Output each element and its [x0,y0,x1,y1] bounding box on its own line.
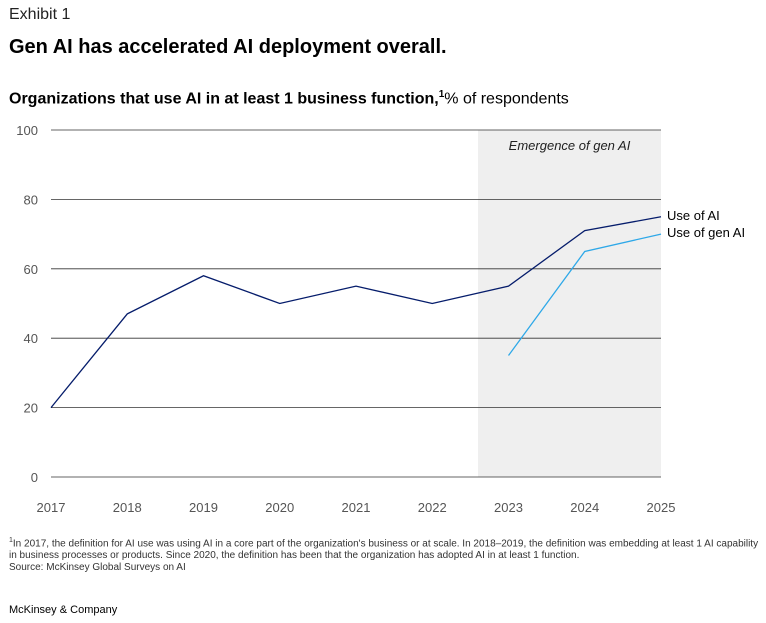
footnote-source: Source: McKinsey Global Surveys on AI [9,562,186,574]
y-tick-label: 20 [24,401,38,416]
headline: Gen AI has accelerated AI deployment ove… [9,36,447,58]
x-tick-label: 2020 [265,500,294,515]
series-line-use-of-ai [50,216,662,409]
x-tick-label: 2025 [647,500,676,515]
line-chart: Emergence of gen AI 0 20 40 60 80 100 2017 2018 2… [16,123,745,515]
chart-subtitle: Organizations that use AI in at least 1 … [9,89,569,108]
footnote-marker: 1 [9,537,13,544]
x-tick-label: 2024 [570,500,599,515]
footnote: 1In 2017, the definition for AI use was … [9,535,761,574]
brand-logo-text: McKinsey & Company [9,604,118,616]
y-tick-label: 40 [24,331,38,346]
series-label: Use of AI [667,208,720,223]
y-tick-label: 80 [24,192,38,207]
x-tick-label: 2018 [113,500,142,515]
x-tick-label: 2022 [418,500,447,515]
series-label: Use of gen AI [667,225,745,240]
y-tick-label: 100 [16,123,38,138]
subtitle-bold: Organizations that use AI in at least 1 … [9,90,439,108]
x-tick-label: 2019 [189,500,218,515]
x-tick-label: 2023 [494,500,523,515]
subtitle-unit: % of respondents [444,90,569,108]
footnote-text: In 2017, the definition for AI use was u… [9,538,759,562]
x-tick-label: 2021 [342,500,371,515]
x-tick-label: 2017 [37,500,66,515]
annotation-region [478,130,661,477]
subtitle-footnote-marker: 1 [438,89,445,100]
y-tick-label: 0 [31,470,38,485]
series-line-use-of-gen-ai [507,233,662,356]
exhibit-label: Exhibit 1 [9,6,71,23]
y-tick-label: 60 [24,262,38,277]
annotation-label: Emergence of gen AI [509,138,631,153]
